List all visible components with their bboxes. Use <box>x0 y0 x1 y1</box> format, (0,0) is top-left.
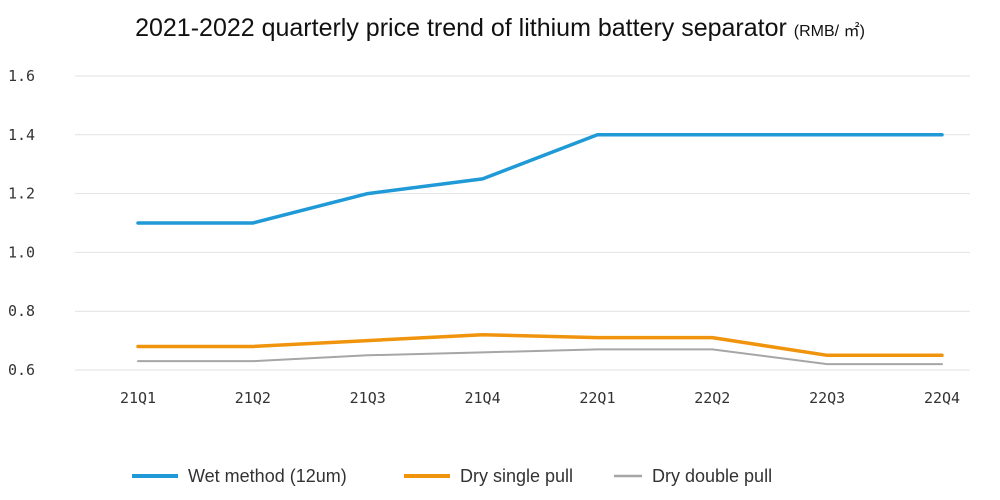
x-tick-label: 22Q4 <box>924 389 960 407</box>
x-tick-label: 21Q3 <box>350 389 386 407</box>
x-tick-label: 21Q4 <box>465 389 501 407</box>
chart-title-text: 2021-2022 quarterly price trend of lithi… <box>135 14 787 42</box>
x-tick-label: 22Q1 <box>579 389 615 407</box>
chart-title-unit: (RMB/ ㎡) <box>793 23 865 40</box>
y-tick-label: 1.2 <box>8 185 35 203</box>
legend-label: Wet method (12um) <box>188 466 347 486</box>
series-lines <box>136 133 944 366</box>
chart-title: 2021-2022 quarterly price trend of lithi… <box>0 14 1000 43</box>
x-tick-label: 21Q1 <box>120 389 156 407</box>
x-tick-label: 21Q2 <box>235 389 271 407</box>
series-line-2 <box>136 332 944 358</box>
gridlines <box>75 75 970 371</box>
y-tick-label: 1.6 <box>8 67 35 85</box>
legend: Wet method (12um) Dry single pull Dry doub… <box>132 466 772 486</box>
y-axis-ticks: 0.6 0.8 1.0 1.2 1.4 1.6 <box>8 67 35 379</box>
y-tick-label: 1.0 <box>8 243 35 261</box>
series-line-1 <box>136 133 944 225</box>
y-tick-label: 0.8 <box>8 302 35 320</box>
legend-label: Dry double pull <box>652 466 772 486</box>
legend-label: Dry single pull <box>460 466 573 486</box>
x-axis-ticks: 21Q1 21Q2 21Q3 21Q4 22Q1 22Q2 22Q3 22Q4 <box>120 389 960 407</box>
x-tick-label: 22Q3 <box>809 389 845 407</box>
y-tick-label: 0.6 <box>8 361 35 379</box>
series-line-3 <box>137 348 943 366</box>
x-tick-label: 22Q2 <box>694 389 730 407</box>
y-tick-label: 1.4 <box>8 126 35 144</box>
